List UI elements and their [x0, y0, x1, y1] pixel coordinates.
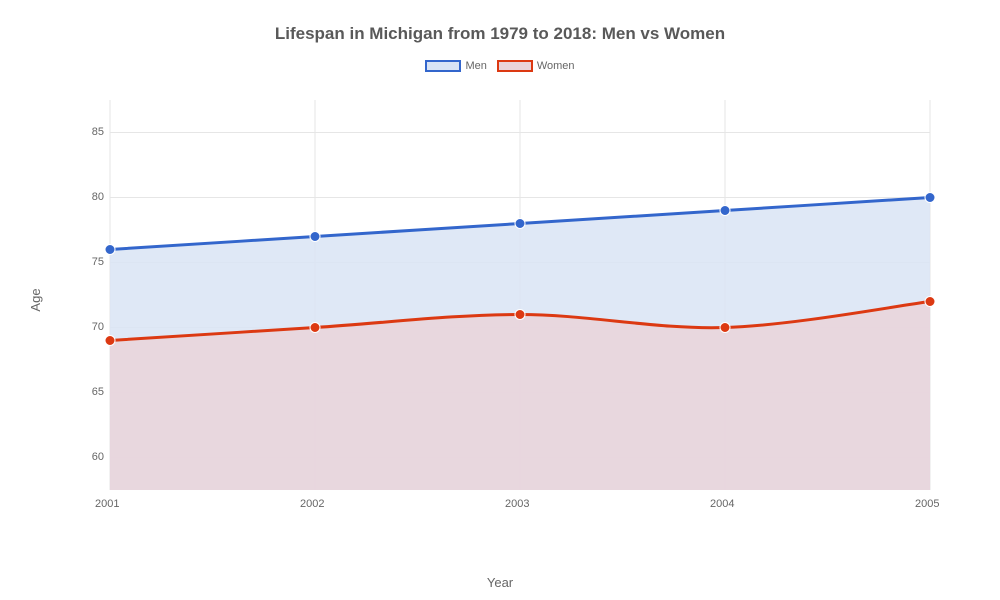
y-tick-label: 75: [92, 256, 104, 268]
chart-title: Lifespan in Michigan from 1979 to 2018: …: [0, 24, 1000, 44]
x-tick-label: 2003: [505, 498, 529, 510]
legend-item-men: Men: [425, 60, 486, 72]
x-tick-label: 2004: [710, 498, 734, 510]
y-tick-label: 70: [92, 321, 104, 333]
y-tick-label: 65: [92, 386, 104, 398]
y-tick-label: 85: [92, 126, 104, 138]
y-tick-label: 80: [92, 191, 104, 203]
legend-swatch-men: [425, 60, 461, 72]
y-axis-label: Age: [28, 288, 43, 311]
x-tick-label: 2002: [300, 498, 324, 510]
plot-svg: [80, 90, 960, 520]
legend: Men Women: [0, 60, 1000, 72]
x-tick-label: 2001: [95, 498, 119, 510]
x-tick-label: 2005: [915, 498, 939, 510]
plot-area: 60 65 70 75 80 85 2001 2002 2003 2004 2005: [80, 90, 960, 520]
legend-label-women: Women: [537, 60, 575, 72]
chart-container: Lifespan in Michigan from 1979 to 2018: …: [0, 0, 1000, 600]
y-tick-label: 60: [92, 451, 104, 463]
legend-label-men: Men: [465, 60, 486, 72]
x-axis-label: Year: [487, 575, 513, 590]
legend-item-women: Women: [497, 60, 575, 72]
legend-swatch-women: [497, 60, 533, 72]
